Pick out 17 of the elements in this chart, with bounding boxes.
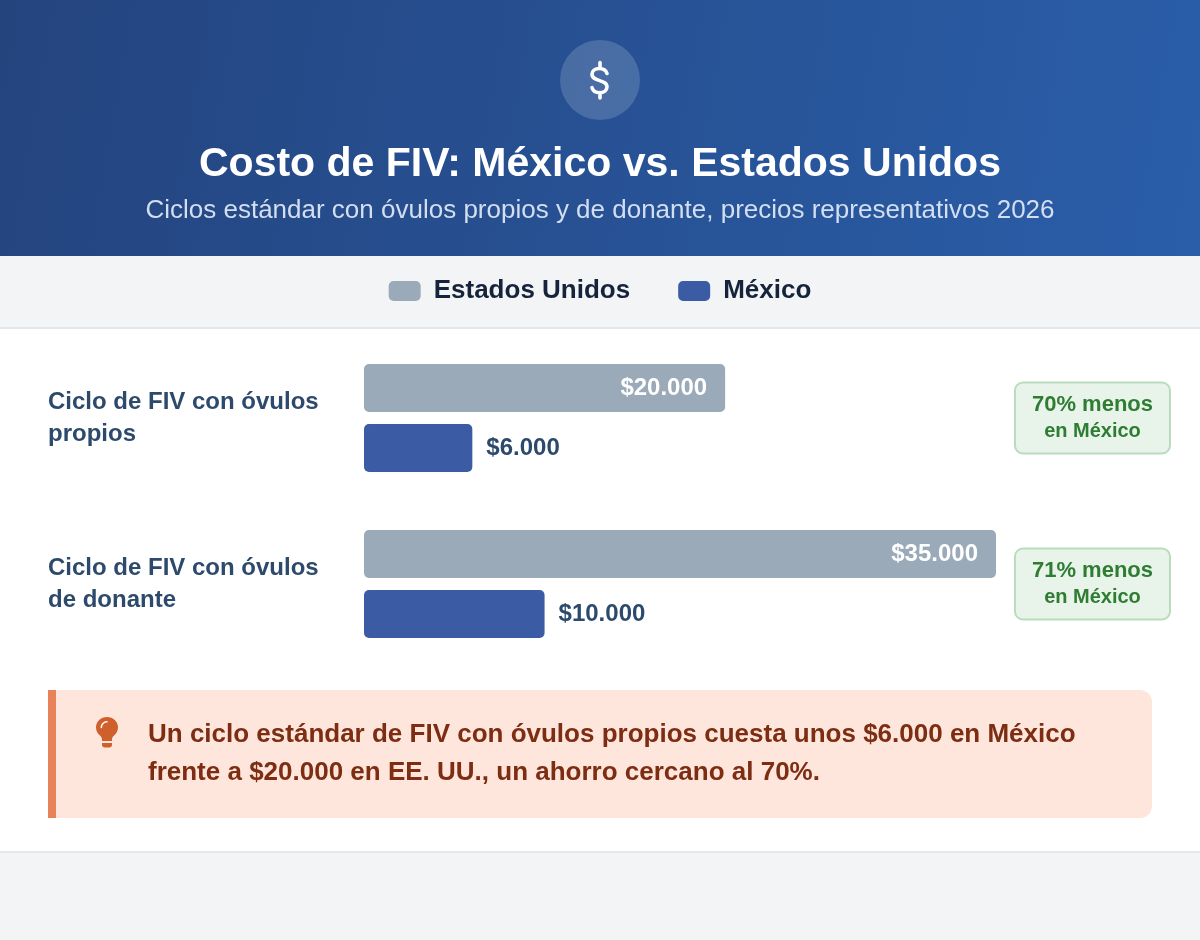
bar <box>364 364 726 412</box>
data-label: $35.000 <box>891 538 978 566</box>
bar <box>364 590 545 638</box>
y-tick-label: Ciclo de FIV con óvulos propios <box>48 386 319 446</box>
data-label: $6.000 <box>486 432 560 460</box>
chart-subtitle: Ciclos estándar con óvulos propios y de donante, precios representativos 2026 <box>144 193 1056 225</box>
bar <box>364 530 996 578</box>
y-tick-label: Ciclo de FIV con óvulos de donante <box>48 552 319 612</box>
bar <box>364 424 473 472</box>
text: Un ciclo estándar de FIV con óvulos propios cuesta unos $6.000 en México frente a $20.000 en EE. UU., un ahorro cercano al 70%. <box>148 717 1077 788</box>
data-label: $10.000 <box>558 598 646 626</box>
chart-title: Costo de FIV: México vs. Estados Unidos <box>198 138 1002 186</box>
legend-label: Estados Unidos <box>433 274 631 305</box>
legend-label: México <box>723 274 812 305</box>
text: 70% menos en México <box>1031 390 1153 442</box>
text: 71% menos en México <box>1031 556 1153 608</box>
data-label: $20.000 <box>620 372 708 400</box>
